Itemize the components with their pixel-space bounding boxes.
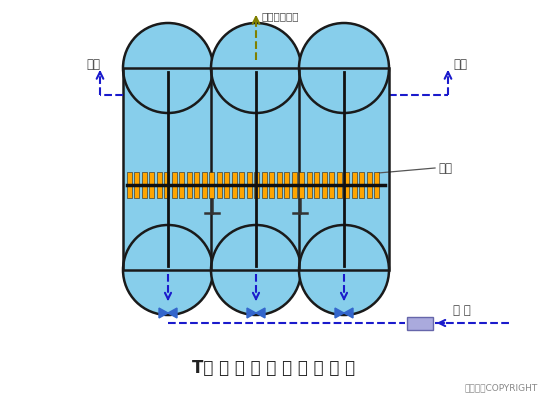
Bar [211,68,301,270]
Bar [269,172,274,198]
Bar [239,172,244,198]
Text: 出水: 出水 [453,59,467,72]
Bar [172,172,176,198]
Bar [134,172,139,198]
Bar [322,172,327,198]
Ellipse shape [123,23,213,113]
Bar [194,172,199,198]
Bar [284,172,289,198]
Polygon shape [159,308,168,318]
Bar [261,172,266,198]
Ellipse shape [211,225,301,315]
Polygon shape [168,308,177,318]
Text: 出水: 出水 [86,59,100,72]
Bar [351,172,357,198]
Bar [211,68,301,270]
Bar [336,172,341,198]
Bar [123,68,213,270]
Ellipse shape [299,23,389,113]
Polygon shape [344,308,353,318]
Ellipse shape [211,23,301,113]
Bar [367,172,372,198]
Polygon shape [256,308,265,318]
Ellipse shape [299,225,389,315]
Bar [344,172,349,198]
Bar [186,172,191,198]
Text: T型 氧 化 沟 系 统 工 艺 流 程: T型 氧 化 沟 系 统 工 艺 流 程 [192,359,356,377]
Bar [374,172,379,198]
Bar [277,172,282,198]
Bar [141,172,146,198]
Bar [209,172,214,198]
Bar [359,172,364,198]
Bar [314,172,319,198]
Bar [179,172,184,198]
Bar [254,172,259,198]
Bar [299,172,304,198]
Ellipse shape [123,225,213,315]
Bar [149,172,154,198]
Bar [292,172,296,198]
Bar [231,172,237,198]
Polygon shape [335,308,344,318]
Bar [164,172,169,198]
Bar [123,68,213,270]
Text: 进 水: 进 水 [453,304,471,318]
Bar [224,172,229,198]
Bar [157,172,162,198]
Bar [299,68,389,270]
Text: 转刷: 转刷 [438,162,452,174]
Text: 剩余污泥排放: 剩余污泥排放 [261,11,299,21]
Bar [247,172,252,198]
Bar [299,68,389,270]
Bar [127,172,132,198]
Polygon shape [247,308,256,318]
Bar [216,172,221,198]
Bar [407,316,433,330]
Text: 东方仿真COPYRIGHT: 东方仿真COPYRIGHT [465,383,538,392]
Bar [202,172,207,198]
Bar [306,172,311,198]
Bar [329,172,334,198]
